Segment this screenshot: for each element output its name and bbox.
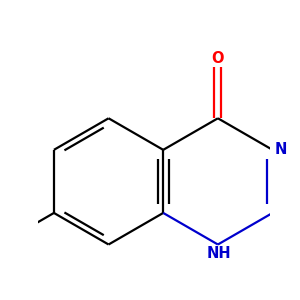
Text: O: O	[212, 51, 224, 66]
Text: N: N	[274, 142, 287, 157]
Text: NH: NH	[207, 246, 232, 261]
